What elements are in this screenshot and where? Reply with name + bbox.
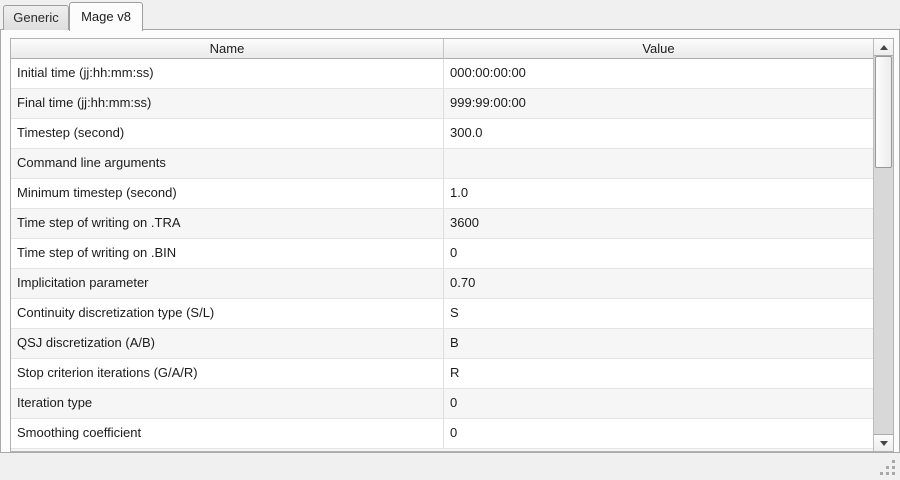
row-value-cell: 3600 xyxy=(450,215,479,230)
resize-grip-icon xyxy=(880,460,883,463)
table-body: Initial time (jj:hh:mm:ss) 000:00:00:00 … xyxy=(11,59,873,451)
column-header-name[interactable]: Name xyxy=(11,39,444,59)
table-row-partial[interactable] xyxy=(11,449,873,451)
scroll-down-icon xyxy=(879,440,888,446)
scrollbar-thumb[interactable] xyxy=(875,56,892,168)
tab-mage-v8[interactable]: Mage v8 xyxy=(69,2,143,31)
tab-generic-label: Generic xyxy=(13,10,59,25)
table-row[interactable]: Continuity discretization type (S/L) S xyxy=(11,299,873,329)
row-name-cell: Continuity discretization type (S/L) xyxy=(11,299,444,328)
notebook-page: Name Value Initial time (jj:hh:mm:ss) 00… xyxy=(0,30,900,453)
row-value-cell xyxy=(444,149,873,178)
row-value-cell: B xyxy=(450,335,459,350)
table-row[interactable]: Final time (jj:hh:mm:ss) 999:99:00:00 xyxy=(11,89,873,119)
row-value-cell: 999:99:00:00 xyxy=(450,95,526,110)
table-row[interactable]: Implicitation parameter 0.70 xyxy=(11,269,873,299)
table-row[interactable]: Time step of writing on .TRA 3600 xyxy=(11,209,873,239)
row-value-cell: 0 xyxy=(450,425,458,440)
tab-bar xyxy=(0,0,900,30)
table-row[interactable]: Minimum timestep (second) 1.0 xyxy=(11,179,873,209)
row-name-cell: Command line arguments xyxy=(11,149,444,178)
row-name-cell: Final time (jj:hh:mm:ss) xyxy=(11,89,444,118)
table-row[interactable]: Smoothing coefficient 0 xyxy=(11,419,873,449)
row-name-cell: Time step of writing on .TRA xyxy=(11,209,444,238)
parameters-table: Name Value Initial time (jj:hh:mm:ss) 00… xyxy=(11,39,873,451)
row-name-cell: Implicitation parameter xyxy=(11,269,444,298)
table-row[interactable]: QSJ discretization (A/B) B xyxy=(11,329,873,359)
row-name-cell: Smoothing coefficient xyxy=(11,419,444,448)
row-value-cell: 000:00:00:00 xyxy=(450,65,526,80)
tab-generic[interactable]: Generic xyxy=(3,5,69,30)
scroll-down-button[interactable] xyxy=(874,434,893,451)
scroll-up-icon xyxy=(879,44,888,50)
row-value-cell: R xyxy=(450,365,460,380)
row-name-cell: Stop criterion iterations (G/A/R) xyxy=(11,359,444,388)
row-name-cell: Time step of writing on .BIN xyxy=(11,239,444,268)
scroll-up-button[interactable] xyxy=(874,39,893,56)
table-row[interactable]: Timestep (second) 300.0 xyxy=(11,119,873,149)
row-name-cell: Initial time (jj:hh:mm:ss) xyxy=(11,59,444,88)
resize-grip[interactable] xyxy=(880,460,897,477)
row-value-cell: 300.0 xyxy=(450,125,483,140)
row-value-cell: 0 xyxy=(450,395,458,410)
row-name-cell: Timestep (second) xyxy=(11,119,444,148)
vertical-scrollbar[interactable] xyxy=(873,39,893,451)
row-name-cell: Minimum timestep (second) xyxy=(11,179,444,208)
row-value-cell: 0 xyxy=(450,245,458,260)
row-name-cell: QSJ discretization (A/B) xyxy=(11,329,444,358)
parameters-frame: Name Value Initial time (jj:hh:mm:ss) 00… xyxy=(10,38,894,452)
row-value-cell: S xyxy=(450,305,459,320)
table-row[interactable]: Command line arguments xyxy=(11,149,873,179)
tab-mage-v8-label: Mage v8 xyxy=(81,9,131,24)
table-row[interactable]: Iteration type 0 xyxy=(11,389,873,419)
column-header-value[interactable]: Value xyxy=(444,39,873,59)
table-row[interactable]: Stop criterion iterations (G/A/R) R xyxy=(11,359,873,389)
row-name-cell: Iteration type xyxy=(11,389,444,418)
row-value-cell: 1.0 xyxy=(450,185,469,200)
row-value-cell: 0.70 xyxy=(450,275,476,290)
table-row[interactable]: Initial time (jj:hh:mm:ss) 000:00:00:00 xyxy=(11,59,873,89)
table-row[interactable]: Time step of writing on .BIN 0 xyxy=(11,239,873,269)
table-header-row: Name Value xyxy=(11,39,873,59)
